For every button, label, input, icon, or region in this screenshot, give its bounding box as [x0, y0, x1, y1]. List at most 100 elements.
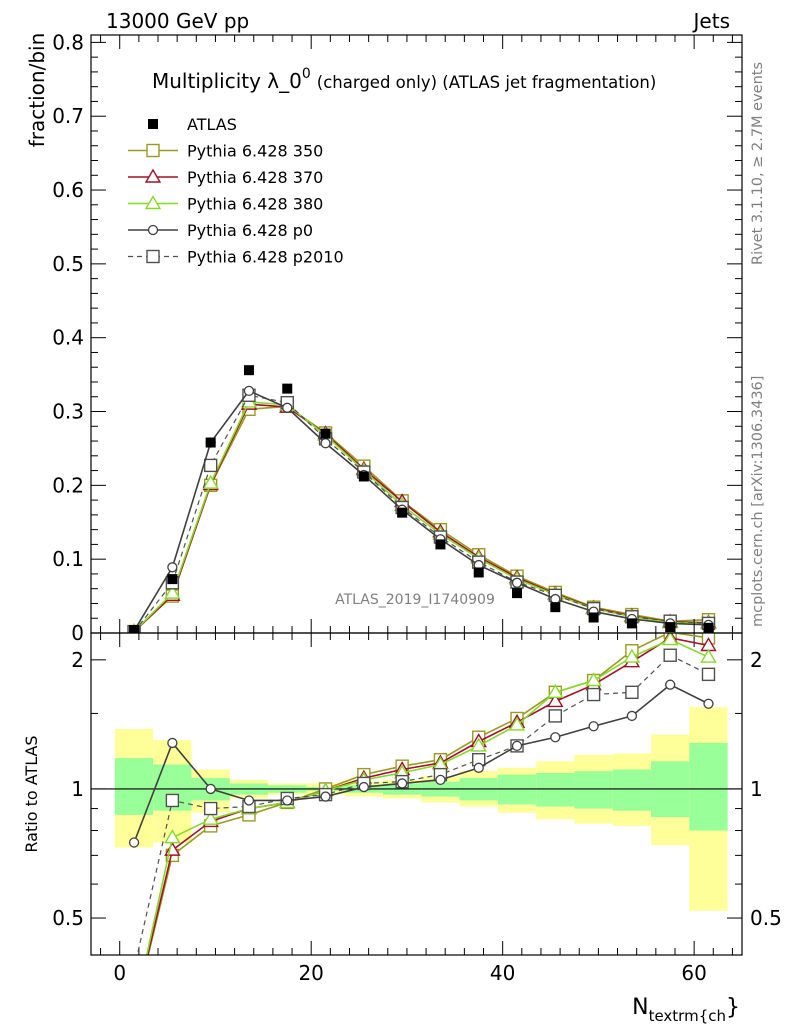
- ratio-y-tick-label: 1: [71, 777, 84, 801]
- top-series-4-point: [320, 438, 331, 449]
- top-series-0-point: [435, 539, 446, 550]
- top-series-4-point: [243, 385, 255, 396]
- ratio-series-3-point: [588, 721, 599, 732]
- top-series-0-point: [282, 383, 293, 394]
- top-series-5-point: [203, 458, 218, 473]
- legend-marker: [146, 143, 160, 158]
- top-y-tick-label: 0.5: [52, 252, 84, 276]
- ratio-series-2-point: [547, 683, 564, 699]
- uncertainty-band-inner: [536, 772, 575, 807]
- ratio-series-2-point: [700, 648, 717, 663]
- top-y-tick-label: 0.4: [52, 326, 84, 350]
- top-series-4-point: [511, 577, 523, 588]
- top-series-0-point: [129, 625, 140, 633]
- top-series-3-point: [164, 584, 181, 599]
- process-label: Jets: [692, 9, 730, 33]
- ratio-series-3-line: [133, 683, 709, 843]
- ratio-series-4-point: [663, 648, 677, 662]
- ratio-series-group: [128, 633, 717, 955]
- top-series-0-point: [665, 622, 676, 633]
- top-series-4-point: [282, 402, 293, 413]
- ratio-panel: 0.5 0.51 12 20 20 40 60 Ratio to ATLAS Ntextrm…: [22, 35, 782, 1025]
- ratio-series-2-point: [585, 672, 602, 687]
- ratio-series-2-point: [164, 829, 181, 844]
- x-tick-label: 40: [490, 961, 515, 985]
- top-series-0-point: [205, 437, 216, 448]
- top-series-0-point: [550, 602, 561, 613]
- ratio-y-tick-label-right: 1: [750, 777, 763, 801]
- ratio-series-3-point: [358, 781, 369, 793]
- energy-label: 13000 GeV pp: [106, 9, 249, 33]
- ratio-y-tick-label-right: 0.5: [750, 906, 782, 930]
- x-axis-label: Ntextrm{ch}: [632, 995, 740, 1024]
- uncertainty-band-inner: [612, 769, 652, 811]
- legend-marker: [144, 168, 162, 183]
- top-series-4-line: [133, 389, 709, 632]
- top-series-0-point: [703, 622, 714, 633]
- ratio-series-3-point: [435, 774, 446, 786]
- ratio-series-3-point: [205, 783, 216, 795]
- uncertainty-band-inner: [574, 771, 613, 809]
- ratio-series-3-point: [665, 679, 676, 690]
- ratio-series-0-line: [147, 633, 709, 955]
- top-y-tick-label: 0.2: [52, 473, 84, 497]
- ratio-series-4-point: [586, 687, 601, 702]
- ratio-series-3-point: [243, 795, 255, 806]
- top-y-tick-label: 0: [71, 621, 84, 645]
- ratio-series-3-point: [167, 737, 178, 749]
- top-series-0-point: [473, 567, 484, 578]
- legend-marker: [144, 195, 162, 210]
- top-y-tick-label: 0.8: [52, 30, 84, 54]
- ratio-series-4-point: [701, 667, 716, 682]
- ratio-series-4-point: [625, 685, 639, 700]
- ratio-series-2-line: [145, 638, 709, 955]
- top-y-tick-label: 0.7: [52, 104, 84, 128]
- top-series-0-point: [397, 507, 408, 518]
- x-tick-label: 0: [113, 961, 126, 985]
- ratio-series-2-point: [661, 633, 679, 646]
- x-tick-label: 20: [298, 961, 323, 985]
- top-y-tick-label: 0.1: [52, 547, 84, 571]
- legend-marker: [146, 249, 160, 264]
- ratio-series-3-point: [626, 710, 638, 722]
- ratio-plot-frame: [90, 632, 743, 956]
- ratio-series-3-point: [511, 740, 523, 752]
- top-series-5-line: [133, 394, 709, 633]
- ratio-series-4-point: [548, 709, 563, 723]
- analysis-label: ATLAS_2019_I1740909: [335, 592, 495, 608]
- legend-label: Pythia 6.428 p0: [187, 221, 313, 240]
- ratio-series-3-point: [550, 732, 561, 743]
- top-series-0-point: [512, 588, 523, 599]
- top-series-0-point: [358, 471, 369, 482]
- rivet-version-label: Rivet 3.1.10, ≥ 2.7M events: [750, 62, 766, 265]
- ratio-y-axis-label: Ratio to ATLAS: [22, 735, 41, 852]
- ratio-series-4-point: [165, 793, 180, 808]
- ratio-series-4-line: [136, 654, 709, 955]
- uncertainty-band-inner: [689, 742, 728, 831]
- ratio-y-tick-label-right: 2: [750, 648, 763, 672]
- top-series-0-point: [167, 574, 178, 585]
- mcplots-label: mcplots.cern.ch [arXiv:1306.3436]: [750, 376, 766, 627]
- ratio-series-3-point: [320, 791, 331, 802]
- top-series-3-point: [202, 474, 219, 489]
- ratio-series-4-point: [203, 801, 218, 816]
- top-y-axis-label: fraction/bin: [25, 33, 49, 148]
- ratio-series-3-point: [128, 837, 140, 848]
- distribution-panel: 0 0.1 0.2 0.3 0.4 0.5 0.6 0.7 0.8 fraction/bin M…: [25, 30, 743, 645]
- ratio-series-2-point: [623, 648, 641, 663]
- uncertainty-band-inner: [114, 758, 154, 815]
- ratio-y-tick-label: 0.5: [52, 906, 84, 930]
- legend-label: Pythia 6.428 380: [187, 195, 323, 214]
- ratio-series-2-point: [202, 810, 219, 825]
- top-y-tick-label: 0.6: [52, 178, 84, 202]
- legend: ATLAS Pythia 6.428 350 Pythia 6.428 370 Pyt…: [128, 115, 344, 267]
- ratio-series-3-point: [473, 762, 484, 773]
- top-series-4-point: [167, 562, 178, 573]
- x-tick-label: 60: [681, 961, 706, 985]
- ratio-series-3-point: [396, 778, 408, 789]
- top-series-1-line: [133, 405, 709, 633]
- top-series-0-point: [320, 428, 331, 439]
- top-series-group: [127, 365, 717, 633]
- ratio-series-2-point: [508, 716, 526, 731]
